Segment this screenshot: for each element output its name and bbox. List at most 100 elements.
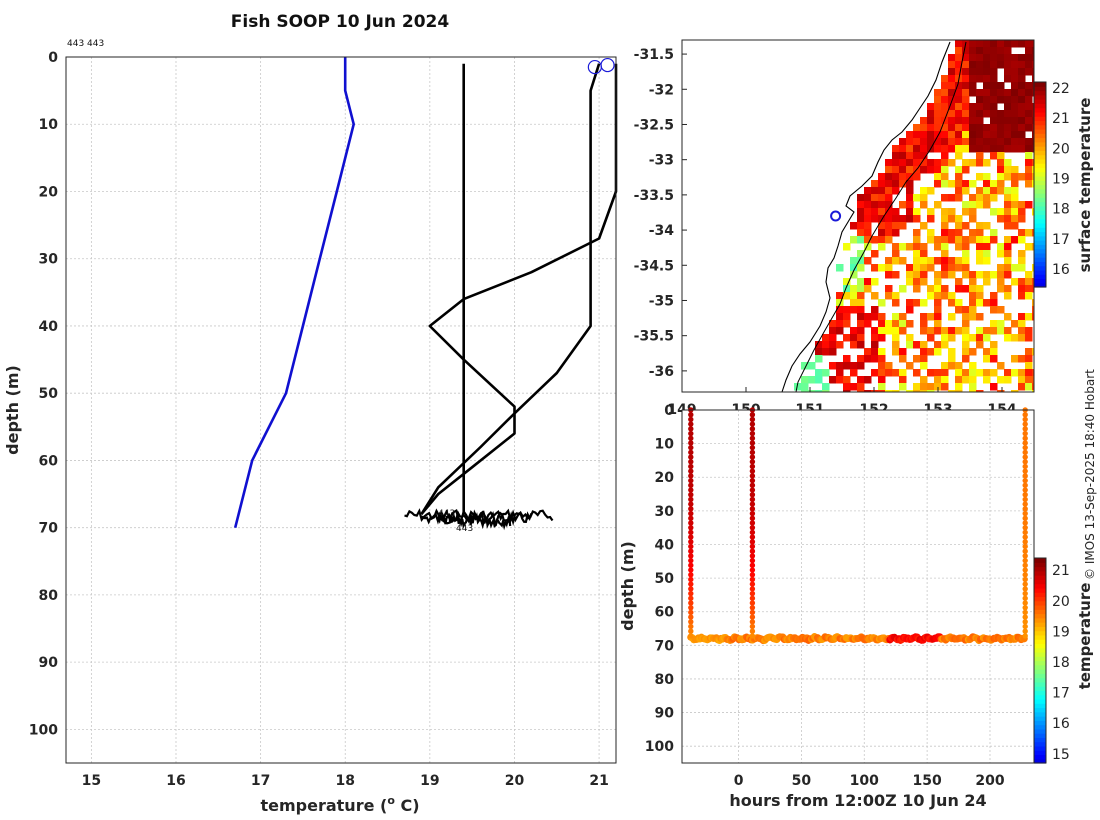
sst-cell	[836, 327, 844, 335]
sst-cell	[808, 390, 816, 392]
sst-cell	[857, 278, 865, 286]
sst-cell	[941, 369, 949, 377]
sst-cell	[857, 285, 865, 293]
sst-cell	[864, 376, 872, 384]
sst-cell	[969, 306, 977, 314]
sst-cell	[955, 131, 963, 139]
temperature-colorbar-step	[1034, 617, 1046, 623]
sst-cell	[1025, 383, 1033, 391]
sst-cell	[1018, 229, 1026, 237]
sst-cell	[885, 285, 893, 293]
map-y-tick-label: -35	[649, 293, 674, 309]
sst-cell	[976, 257, 984, 265]
timeseries-point	[1022, 557, 1028, 564]
sst-cell	[976, 40, 984, 48]
sst-cell	[892, 222, 900, 230]
temperature-colorbar-step	[1034, 724, 1046, 730]
sst-cell	[990, 306, 998, 314]
sst-cell	[1025, 82, 1033, 90]
sst-cell	[878, 390, 886, 392]
profile-annotation-2: 443	[456, 524, 473, 534]
sst-cell	[913, 369, 921, 377]
sst-cell	[1032, 383, 1034, 391]
sst-cell	[1004, 215, 1012, 223]
sst-cell	[927, 383, 935, 391]
timeseries-point	[1022, 477, 1028, 484]
timeseries-x-tick-label: 100	[850, 773, 879, 789]
timeseries-y-tick-label: 80	[655, 672, 675, 688]
sst-cell	[962, 376, 970, 384]
sst-cell	[878, 334, 886, 342]
sst-cell	[843, 334, 851, 342]
temperature-colorbar-tick-label: 16	[1052, 716, 1070, 732]
sst-cell	[955, 362, 963, 370]
sst-cell	[1032, 75, 1034, 83]
sst-cell	[941, 89, 949, 97]
sst-cell	[962, 47, 970, 55]
credit-text: © IMOS 13-Sep-2025 18:40 Hobart	[1083, 369, 1097, 580]
sst-cell	[962, 138, 970, 146]
sst-cell	[955, 54, 963, 62]
sst-cell	[976, 47, 984, 55]
sst-cell	[1018, 208, 1026, 216]
sst-cell	[843, 313, 851, 321]
sst-cell	[885, 187, 893, 195]
sst-cell	[920, 124, 928, 132]
sst-cell	[976, 138, 984, 146]
sst-cell	[864, 208, 872, 216]
sst-cell	[969, 124, 977, 132]
sst-cell	[1025, 278, 1033, 286]
timeseries-point	[1022, 590, 1028, 597]
sst-cell	[1032, 110, 1034, 118]
sst-cell	[850, 222, 858, 230]
sst-colorbar-step	[1034, 128, 1046, 134]
timeseries-point	[749, 492, 756, 498]
sst-cell	[969, 229, 977, 237]
sst-cell	[878, 362, 886, 370]
sst-cell	[920, 383, 928, 391]
temperature-colorbar-step	[1034, 634, 1046, 640]
sst-cell	[969, 145, 977, 153]
sst-cell	[1018, 215, 1026, 223]
sst-cell	[899, 327, 907, 335]
sst-cell	[850, 264, 858, 272]
timeseries-point	[1022, 604, 1028, 611]
sst-cell	[871, 264, 879, 272]
timeseries-point	[688, 529, 694, 536]
map-y-tick-label: -32	[649, 82, 674, 98]
sst-cell	[983, 250, 991, 258]
sst-colorbar-tick-label: 22	[1052, 81, 1070, 97]
sst-cell	[1011, 187, 1019, 195]
sst-cell	[997, 264, 1005, 272]
sst-cell	[976, 173, 984, 181]
sst-cell	[983, 110, 991, 118]
sst-cell	[1032, 82, 1034, 90]
timeseries-point	[688, 619, 694, 625]
sst-cell	[983, 159, 991, 167]
timeseries-point	[749, 562, 756, 569]
timeseries-point	[749, 496, 756, 503]
sst-cell	[990, 61, 998, 69]
timeseries-point	[1022, 444, 1028, 451]
sst-colorbar-step	[1034, 99, 1046, 104]
sst-cell	[948, 138, 956, 146]
sst-cell	[864, 194, 872, 202]
sst-cell	[997, 362, 1005, 370]
timeseries-point	[688, 487, 694, 493]
sst-cell	[969, 292, 977, 300]
sst-cell	[962, 306, 970, 314]
sst-cell	[913, 264, 921, 272]
sst-cell	[948, 355, 956, 363]
sst-cell	[941, 131, 949, 139]
figure-subtitle: 443 443	[67, 39, 104, 49]
sst-cell	[1011, 145, 1019, 153]
sst-cell	[976, 194, 984, 202]
sst-colorbar-step	[1034, 282, 1046, 288]
profile-x-tick-label: 18	[335, 773, 354, 789]
sst-colorbar-step	[1034, 116, 1046, 122]
sst-cell	[864, 348, 872, 356]
sst-cell	[983, 334, 991, 342]
sst-cell	[885, 369, 893, 377]
sst-cell	[955, 306, 963, 314]
sst-cell	[962, 334, 970, 342]
